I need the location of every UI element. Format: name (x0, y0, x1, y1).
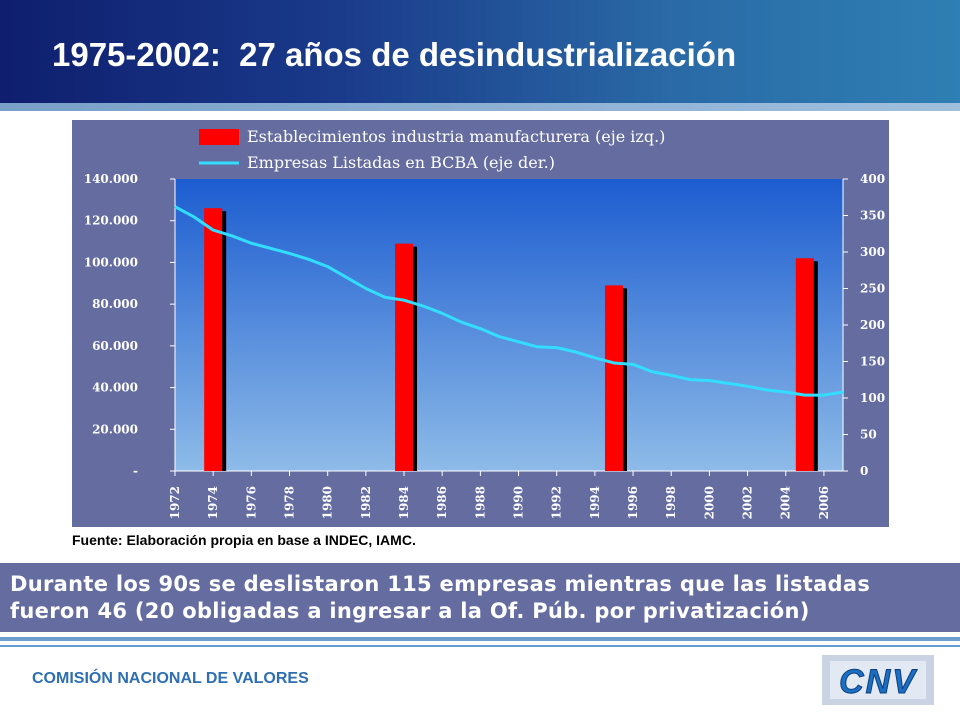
x-axis-tick-label: 1972 (168, 486, 182, 519)
right-axis-tick-label: 100 (860, 391, 885, 405)
slide-title: 1975-2002: 27 años de desindustrializaci… (52, 36, 737, 73)
legend-bar-swatch (199, 129, 239, 145)
x-axis-tick-label: 1976 (244, 486, 258, 519)
left-axis-tick-label: 140.000 (84, 172, 138, 186)
x-axis-tick-label: 1978 (283, 486, 297, 519)
line-series (174, 205, 844, 397)
left-axis-tick-label: 20.000 (92, 422, 138, 436)
header-banner (0, 0, 960, 103)
legend-bar-label: Establecimientos industria manufacturera… (247, 127, 665, 146)
left-axis-tick-label: 100.000 (84, 255, 138, 269)
right-axis-tick-label: 250 (860, 282, 885, 296)
x-axis-tick-label: 1996 (626, 486, 640, 519)
bar-2005 (795, 258, 814, 471)
x-axis-tick-label: 1986 (435, 486, 449, 519)
x-axis-tick-label: 2004 (779, 486, 793, 519)
x-axis-tick-label: 1974 (206, 486, 220, 519)
left-axis-tick-label: 60.000 (92, 339, 138, 353)
plot-area (175, 179, 843, 471)
legend-line-label: Empresas Listadas en BCBA (eje der.) (247, 153, 555, 172)
right-axis-tick-label: 0 (860, 464, 868, 478)
bar-series (204, 208, 818, 471)
organization-name: COMISIÓN NACIONAL DE VALORES (32, 670, 309, 687)
right-axis-tick-label: 350 (860, 209, 885, 223)
x-axis-tick-label: 2000 (702, 486, 716, 519)
right-axis-tick-label: 300 (860, 245, 885, 259)
callout-text: Durante los 90s se deslistaron 115 empre… (10, 572, 871, 623)
x-axis-tick-label: 1998 (664, 486, 678, 519)
logo-text: CNV (839, 663, 918, 701)
legend: Establecimientos industria manufacturera… (199, 127, 665, 172)
bar-1984 (395, 243, 414, 471)
x-axis-tick-label: 2006 (817, 486, 831, 519)
right-axis-tick-label: 200 (860, 318, 885, 332)
x-axis-tick-label: 1990 (512, 486, 526, 519)
cnv-logo: CNV (822, 655, 934, 705)
left-axis-tick-label: 80.000 (92, 297, 138, 311)
right-axis-tick-label: 50 (860, 428, 877, 442)
x-axis-tick-label: 1992 (550, 486, 564, 519)
x-axis-tick-label: 1988 (473, 486, 487, 519)
bar-1974 (204, 208, 223, 471)
x-axis-tick-label: 1982 (359, 486, 373, 519)
chart-container: Establecimientos industria manufacturera… (72, 120, 889, 527)
source-note: Fuente: Elaboración propia en base a IND… (72, 532, 416, 548)
x-axis-tick-label: 1984 (397, 486, 411, 519)
header-stripe (0, 103, 960, 111)
footer-divider-thin (0, 645, 960, 647)
combo-chart: Establecimientos industria manufacturera… (72, 120, 889, 527)
bar-1995 (604, 285, 623, 471)
footer-divider (0, 637, 960, 641)
left-axis-tick-label: 120.000 (84, 214, 138, 228)
x-axis-tick-label: 2002 (741, 486, 755, 519)
left-axis-tick-label: 40.000 (92, 381, 138, 395)
x-axis-tick-label: 1980 (321, 486, 335, 519)
callout-box: Durante los 90s se deslistaron 115 empre… (0, 563, 960, 632)
x-axis-tick-label: 1994 (588, 486, 602, 519)
axes: - 20.000 40.000 60.000 80.000 100.000 120.000 1… (84, 172, 885, 519)
right-axis-tick-label: 400 (860, 172, 885, 186)
right-axis-tick-label: 150 (860, 355, 885, 369)
listed-companies-line (174, 205, 844, 397)
left-axis-tick-label: - (133, 464, 138, 478)
